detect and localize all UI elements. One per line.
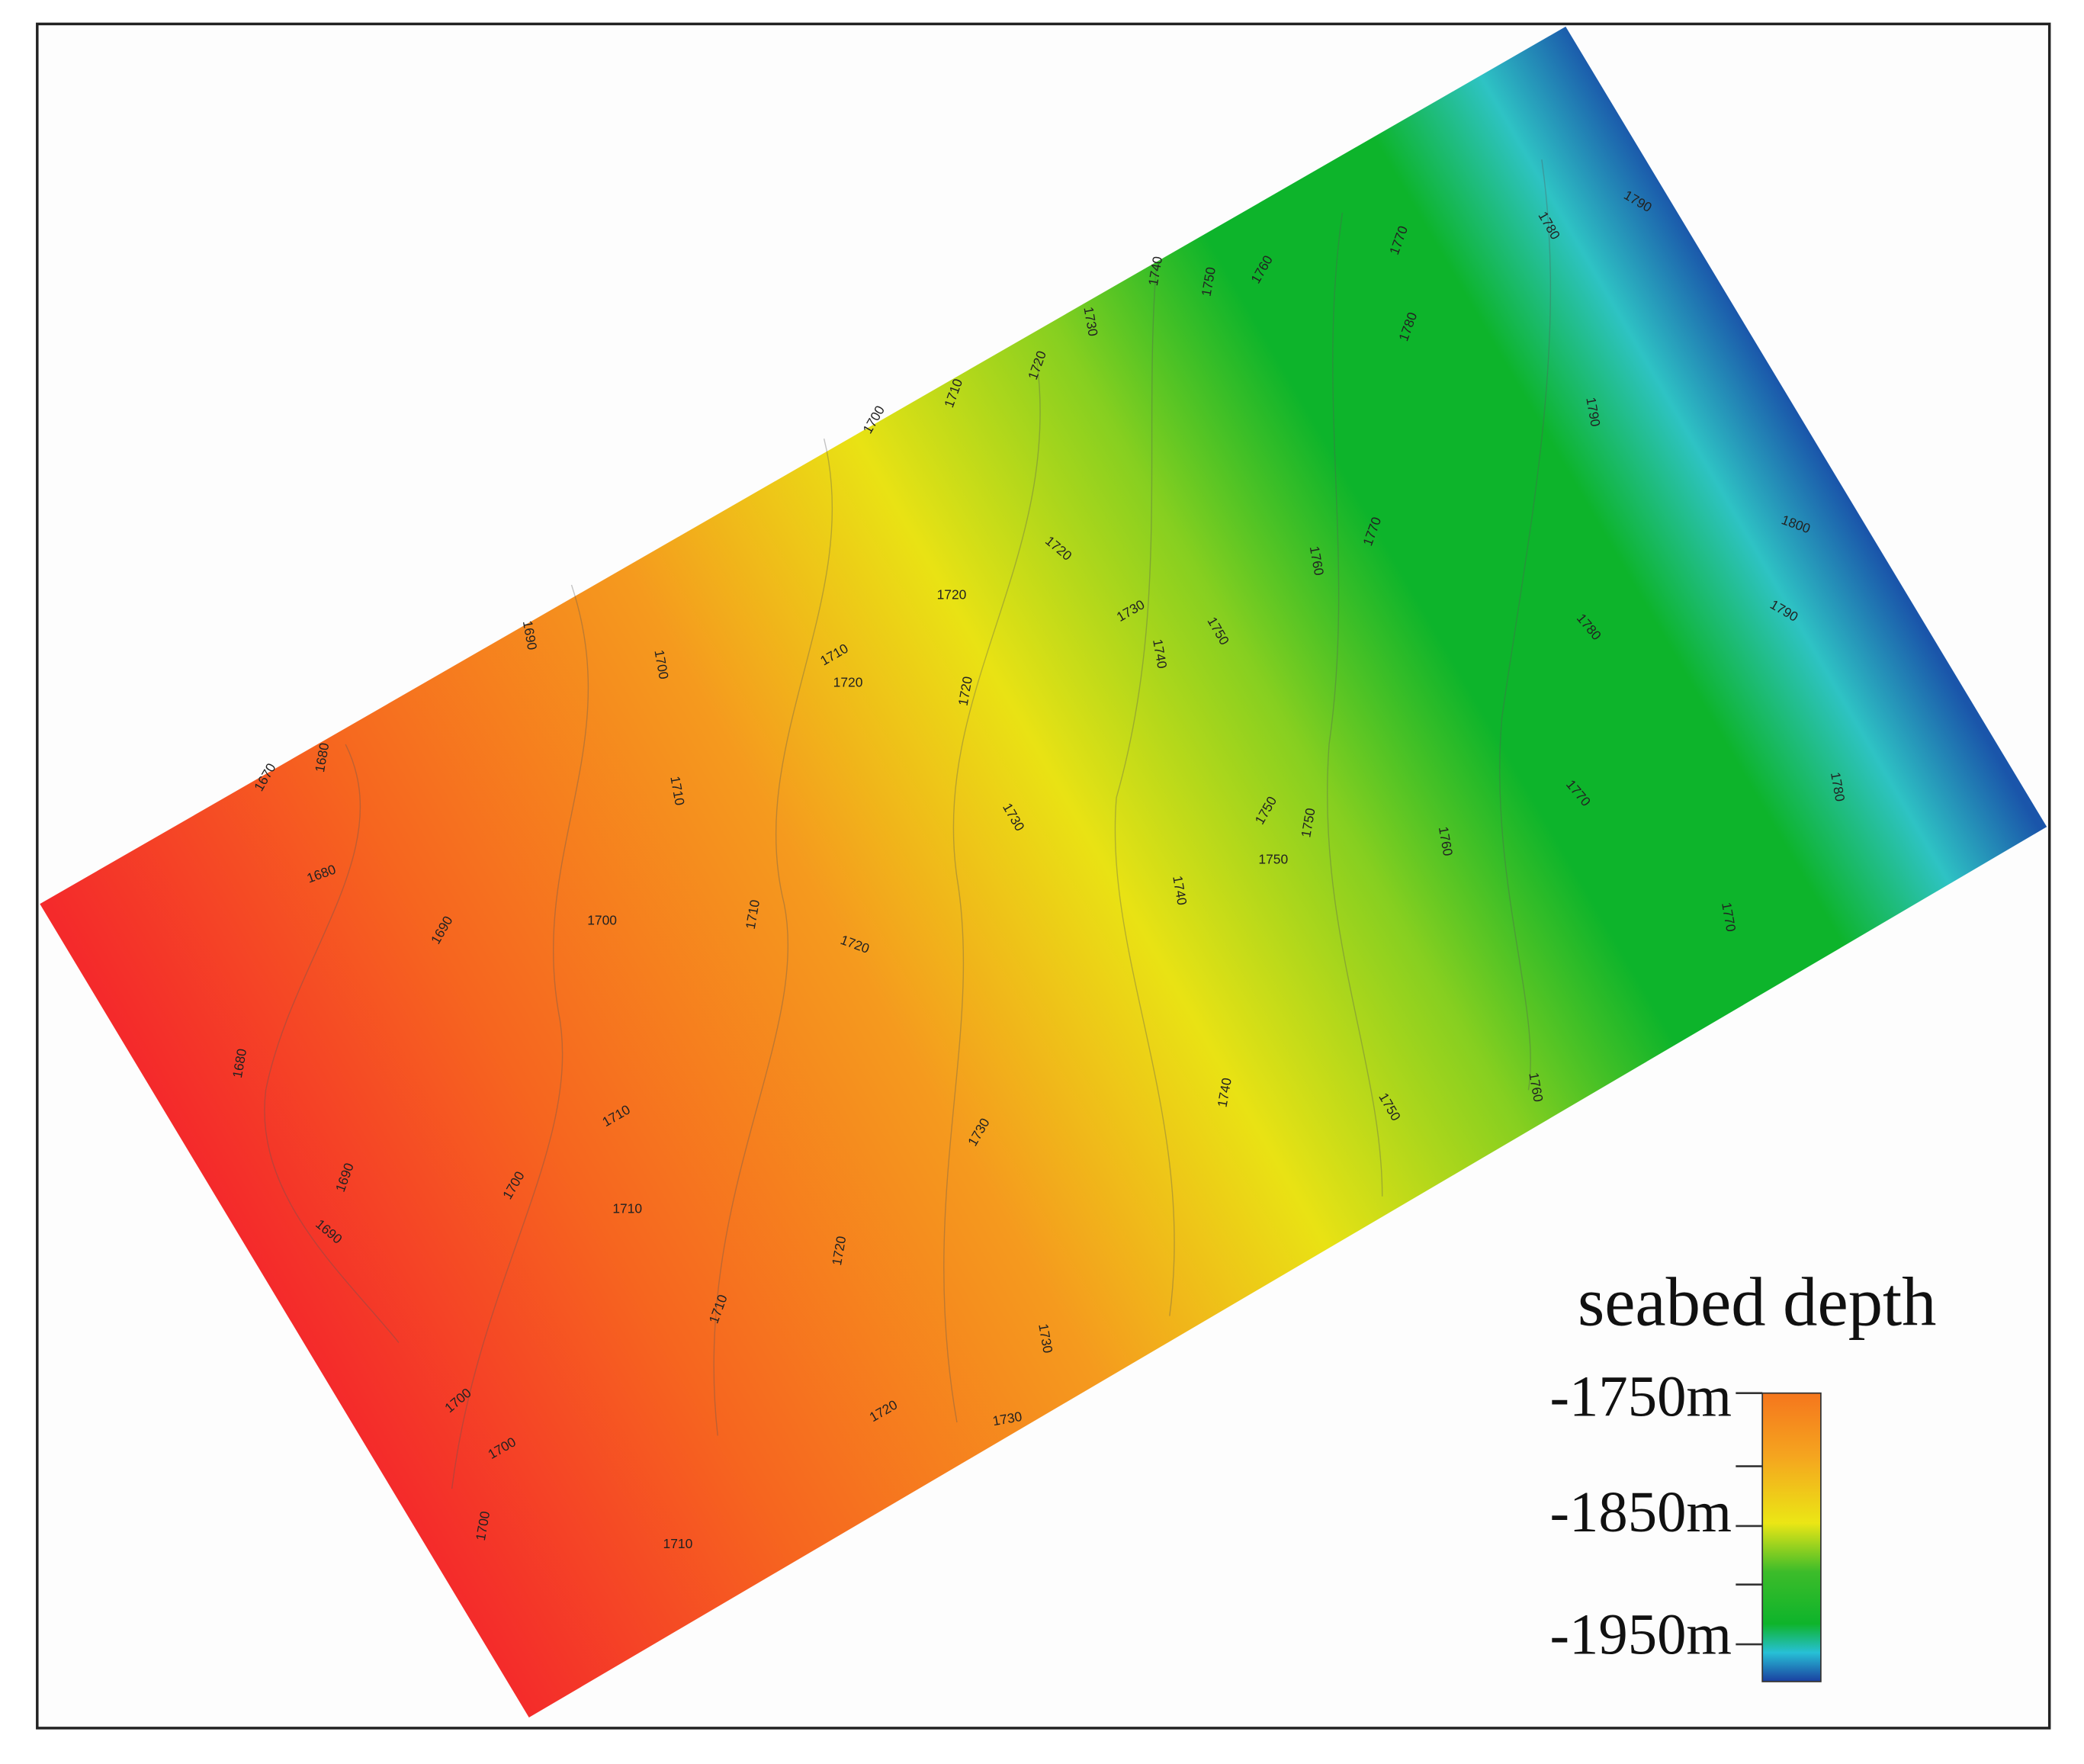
contour-lines bbox=[264, 159, 1551, 1489]
contour-label: 1710 bbox=[663, 1536, 693, 1551]
contour-label: 1700 bbox=[587, 913, 617, 928]
legend: seabed depth -1750m -1850m -1950m bbox=[1550, 1264, 1937, 1682]
survey-area bbox=[40, 26, 2047, 1717]
contour-label: 1720 bbox=[833, 675, 863, 690]
contour-label: 1720 bbox=[937, 586, 967, 602]
contour-label: 1710 bbox=[612, 1201, 642, 1216]
legend-label: -1750m bbox=[1550, 1364, 1732, 1428]
legend-label: -1850m bbox=[1550, 1480, 1732, 1544]
contour-label: 1750 bbox=[1258, 851, 1288, 866]
legend-title: seabed depth bbox=[1578, 1264, 1937, 1341]
color-bar bbox=[1761, 1392, 1822, 1682]
legend-label: -1950m bbox=[1550, 1602, 1732, 1666]
legend-ticks bbox=[1736, 1392, 1763, 1646]
